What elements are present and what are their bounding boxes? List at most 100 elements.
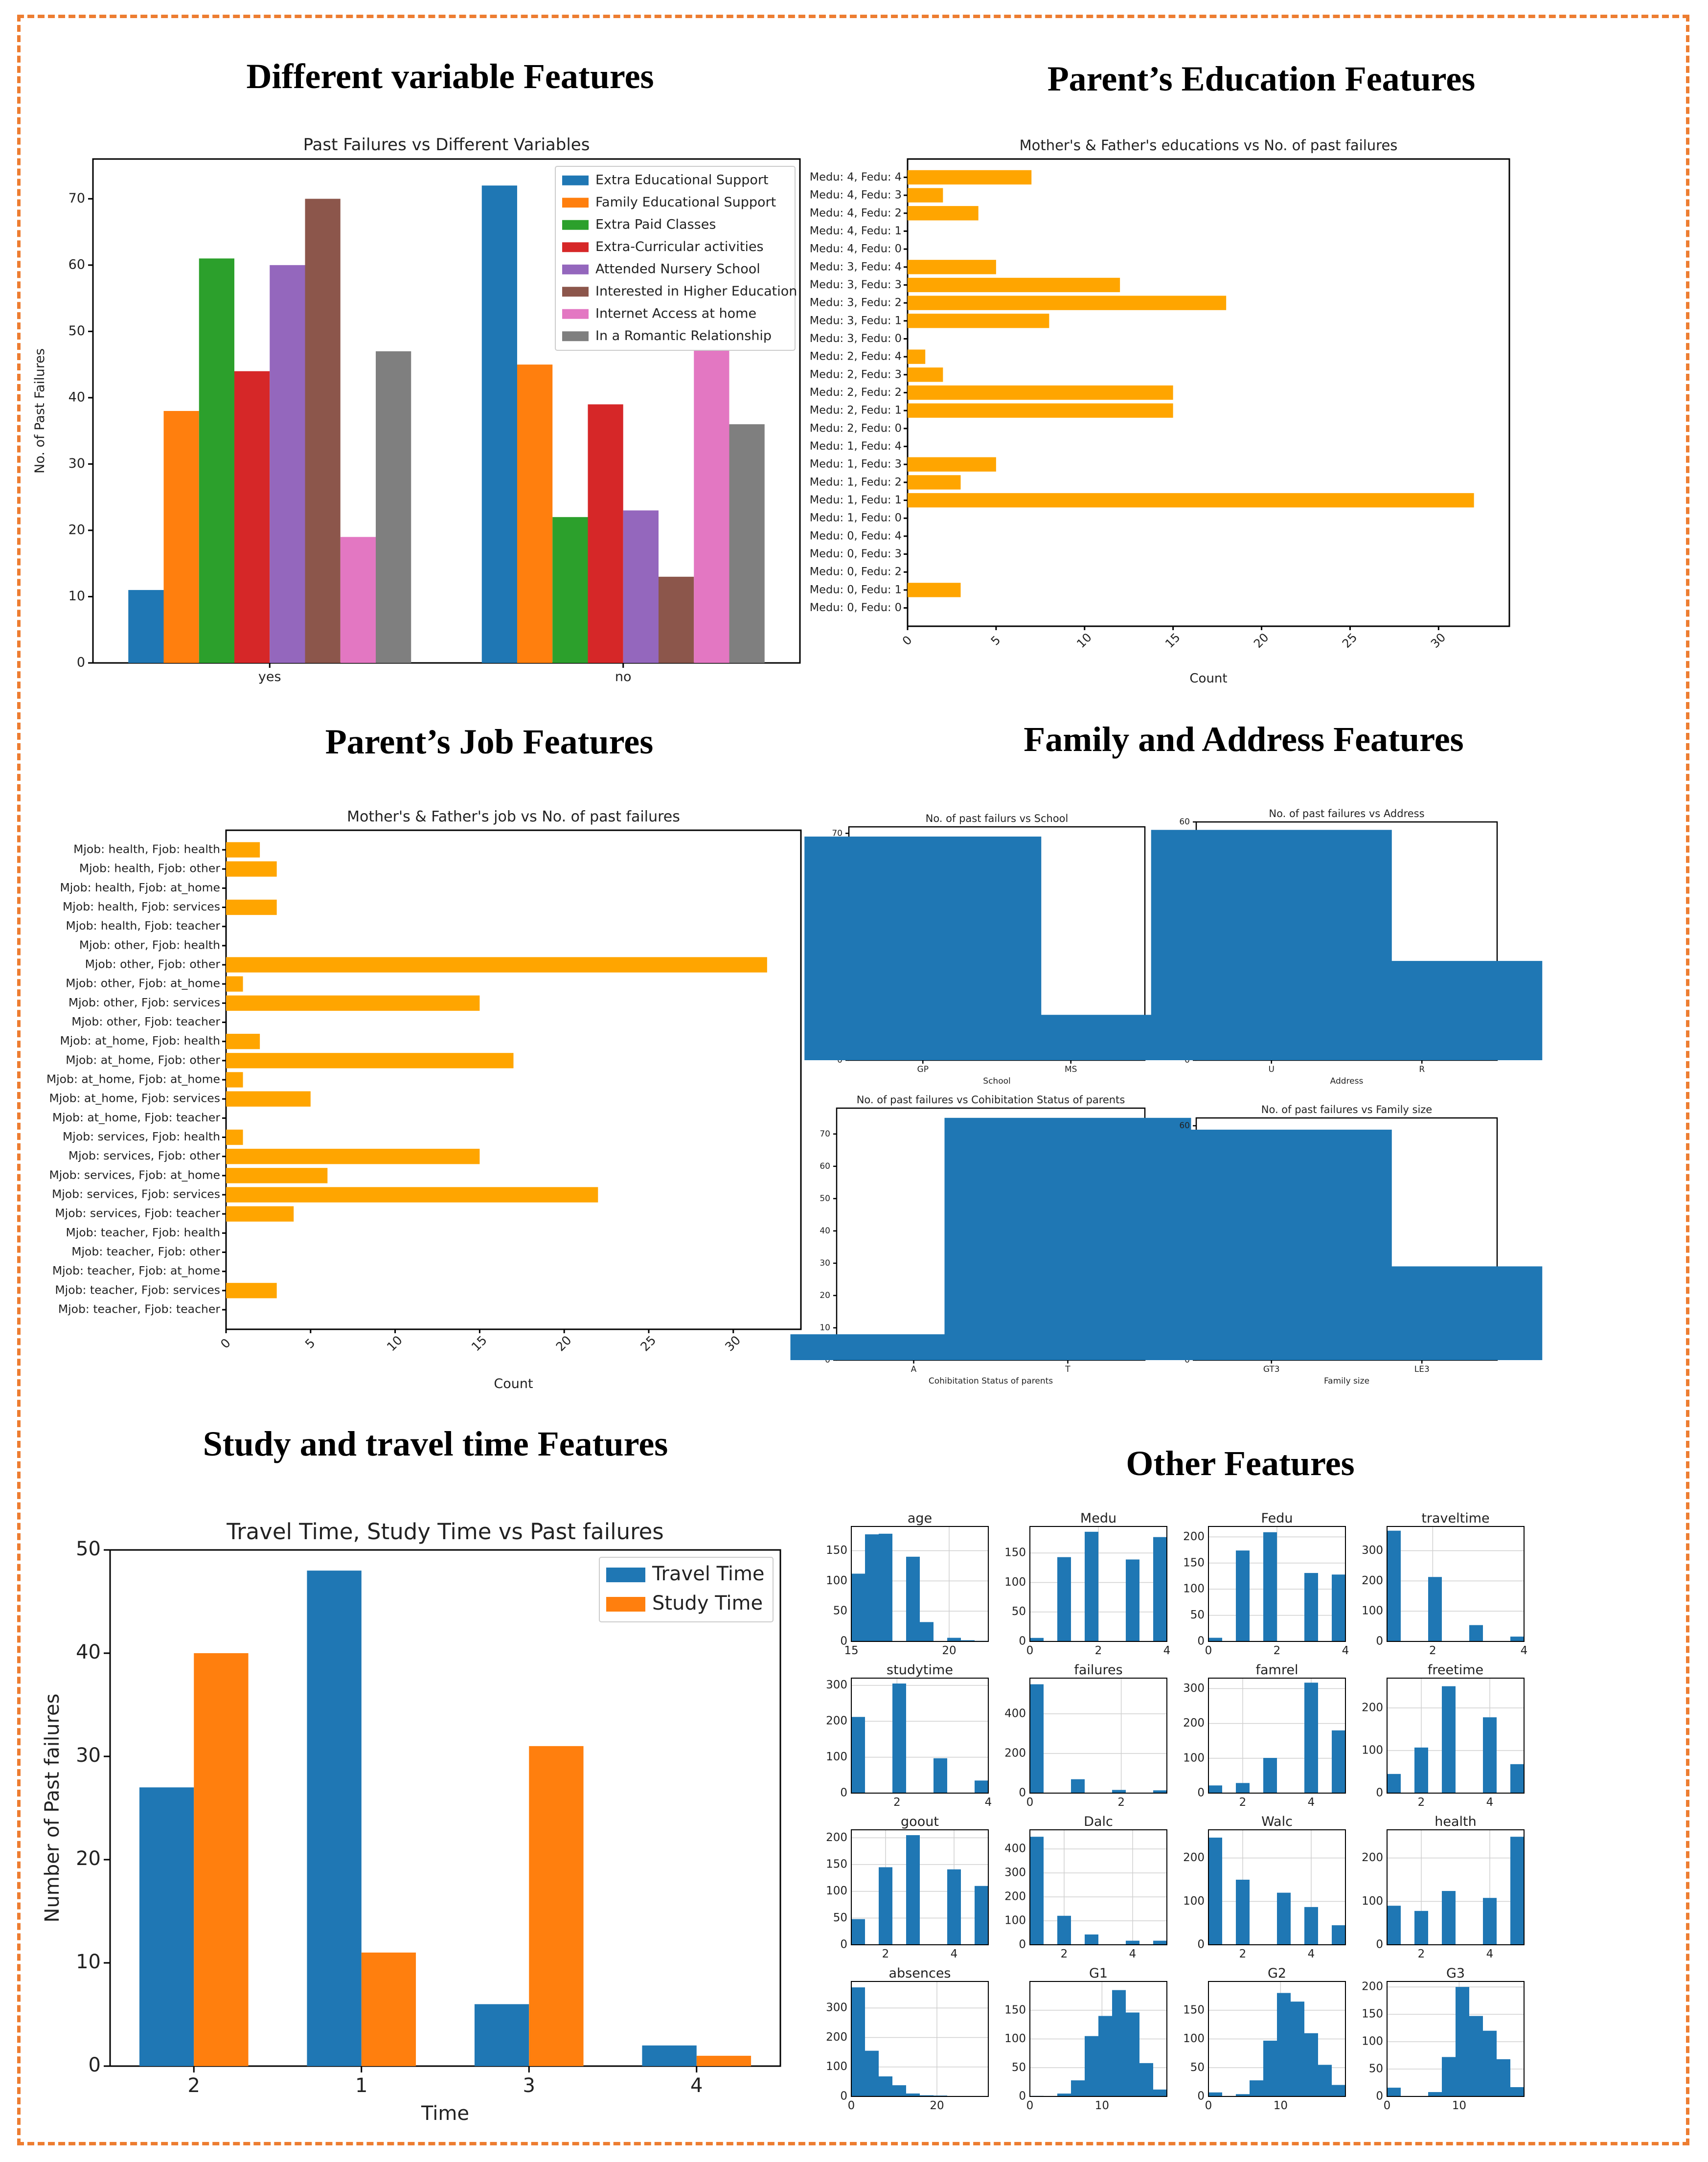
job-xtick-label: 20 — [553, 1333, 574, 1354]
hist-age-ytick-label: 100 — [826, 1574, 847, 1587]
hist-absences-bin — [851, 1987, 865, 2096]
job-bar — [226, 1168, 328, 1183]
hist-G3-bin — [1510, 2087, 1524, 2096]
hist-Medu-bin — [1030, 1638, 1044, 1641]
hist-traveltime-ytick-label: 0 — [1376, 1635, 1383, 1648]
hist-failures-ytick-label: 200 — [1004, 1747, 1026, 1759]
edu-bar — [908, 170, 1032, 185]
study-bar — [139, 1787, 194, 2066]
variables-bar — [128, 590, 164, 663]
hist-G3-ytick-label: 100 — [1362, 2035, 1383, 2048]
hist-traveltime-xtick-label: 2 — [1429, 1644, 1436, 1657]
variables-legend-swatch — [562, 242, 589, 252]
hist-failures-bin — [1153, 1790, 1167, 1793]
hist-Fedu-bin — [1263, 1532, 1277, 1641]
hist-Walc-bin — [1208, 1837, 1222, 1945]
hist-goout-bin — [975, 1886, 988, 1945]
hist-freetime-frame — [1387, 1678, 1525, 1794]
hist-G2-bin — [1250, 2080, 1263, 2096]
job-bar — [226, 1033, 260, 1049]
hist-goout-title: goout — [901, 1814, 939, 1829]
pstatus-ytick-label: 10 — [820, 1323, 830, 1333]
hist-G3-bin — [1469, 2016, 1483, 2096]
hist-G1-bin — [1112, 1990, 1126, 2096]
hist-Fedu-bin — [1208, 1638, 1222, 1641]
hist-Dalc-title: Dalc — [1084, 1814, 1113, 1829]
variables-title: Past Failures vs Different Variables — [303, 135, 590, 155]
variables-legend-swatch — [562, 175, 589, 185]
edu-category-label: Medu: 4, Fedu: 0 — [810, 243, 902, 255]
edu-xtick-label: 5 — [988, 633, 1003, 648]
edu-bar — [908, 206, 979, 221]
hist-Fedu-frame — [1208, 1526, 1346, 1642]
pstatus-ytick-label: 70 — [820, 1129, 830, 1139]
variables-ytick-label: 30 — [68, 456, 85, 471]
study-legend-label: Travel Time — [652, 1563, 765, 1585]
address-ytick-label: 60 — [1179, 817, 1190, 827]
hist-health-bin — [1483, 1898, 1497, 1945]
hist-Medu-ytick-label: 50 — [1012, 1605, 1026, 1618]
hist-traveltime-bin — [1428, 1577, 1442, 1641]
job-category-label: Mjob: health, Fjob: services — [63, 900, 220, 913]
job-category-label: Mjob: at_home, Fjob: services — [49, 1092, 220, 1105]
school-title: No. of past failurs vs School — [926, 813, 1069, 824]
variables-xtick-label: no — [615, 669, 632, 684]
job-category-label: Mjob: other, Fjob: teacher — [71, 1015, 220, 1028]
section-title-family-address: Family and Address Features — [1024, 720, 1464, 759]
hist-freetime-ytick-label: 200 — [1362, 1701, 1383, 1714]
hist-G3-xtick-label: 10 — [1452, 2099, 1466, 2112]
pstatus-ytick-label: 30 — [820, 1258, 830, 1268]
famsize-title: No. of past failures vs Family size — [1261, 1104, 1432, 1115]
study-bar — [474, 2004, 529, 2066]
hist-Dalc-frame — [1029, 1829, 1167, 1945]
pstatus-title: No. of past failures vs Cohibitation Sta… — [857, 1094, 1125, 1106]
hist-freetime-xtick-label: 2 — [1418, 1796, 1425, 1809]
edu-category-label: Medu: 2, Fedu: 0 — [810, 422, 902, 434]
variables-bar — [659, 576, 694, 663]
job-bar — [226, 1053, 514, 1069]
edu-category-label: Medu: 0, Fedu: 0 — [810, 601, 902, 614]
edu-bar — [908, 457, 996, 472]
job-bar — [226, 1187, 598, 1203]
hist-goout-xtick-label: 2 — [882, 1948, 889, 1960]
variables-bar — [376, 351, 411, 663]
hist-famrel-bin — [1236, 1783, 1250, 1793]
study-legend-swatch — [606, 1568, 645, 1582]
variables-legend-box — [555, 166, 796, 351]
edu-bar — [908, 349, 926, 364]
edu-bar — [908, 583, 961, 597]
variables-legend-label: Extra-Curricular activities — [595, 239, 764, 254]
hist-Walc-ytick-label: 0 — [1197, 1938, 1205, 1951]
hist-G1-ytick-label: 50 — [1012, 2061, 1026, 2074]
hist-Medu-xtick-label: 4 — [1163, 1644, 1171, 1657]
edu-category-label: Medu: 0, Fedu: 2 — [810, 566, 902, 578]
edu-category-label: Medu: 3, Fedu: 0 — [810, 332, 902, 345]
edu-category-label: Medu: 4, Fedu: 3 — [810, 189, 902, 202]
hist-traveltime-ytick-label: 100 — [1362, 1605, 1383, 1617]
variables-bar — [623, 510, 659, 663]
address-bar — [1301, 961, 1543, 1060]
school-bar — [952, 1015, 1189, 1060]
pstatus-xlabel: Cohibitation Status of parents — [929, 1376, 1053, 1386]
variables-legend-swatch — [562, 331, 589, 341]
variables-legend-label: Extra Educational Support — [595, 172, 769, 187]
edu-category-label: Medu: 4, Fedu: 2 — [810, 206, 902, 219]
hist-traveltime-bin — [1469, 1625, 1483, 1641]
job-bar — [226, 1149, 480, 1164]
edu-bar — [908, 403, 1173, 418]
job-xtick-label: 25 — [638, 1333, 659, 1354]
edu-bar — [908, 493, 1474, 508]
hist-Dalc-xtick-label: 4 — [1129, 1948, 1137, 1960]
hist-goout-ytick-label: 0 — [840, 1938, 847, 1951]
edu-category-label: Medu: 1, Fedu: 4 — [810, 440, 902, 453]
pstatus-bar — [944, 1117, 1191, 1360]
job-category-label: Mjob: services, Fjob: services — [52, 1187, 220, 1201]
variables-xtick-label: yes — [258, 669, 281, 684]
hist-studytime-xtick-label: 4 — [985, 1796, 992, 1809]
hist-Fedu-xtick-label: 0 — [1205, 1644, 1212, 1657]
edu-category-label: Medu: 1, Fedu: 3 — [810, 458, 902, 471]
hist-traveltime-bin — [1510, 1637, 1524, 1641]
famsize-ytick-label: 60 — [1179, 1121, 1190, 1131]
section-title-variables: Different variable Features — [246, 57, 654, 96]
job-category-label: Mjob: other, Fjob: other — [85, 957, 221, 971]
